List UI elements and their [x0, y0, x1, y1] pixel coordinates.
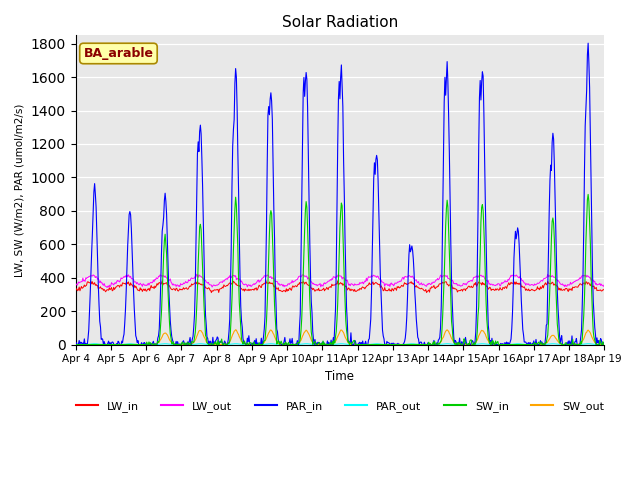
LW_out — [385, 283, 392, 288]
LW_out — [72, 282, 79, 288]
Title: Solar Radiation: Solar Radiation — [282, 15, 398, 30]
SW_out — [600, 342, 608, 348]
Y-axis label: LW, SW (W/m2), PAR (umol/m2/s): LW, SW (W/m2), PAR (umol/m2/s) — [15, 103, 25, 276]
PAR_out — [436, 342, 444, 348]
LW_in — [333, 281, 341, 287]
Line: PAR_out: PAR_out — [76, 344, 604, 345]
PAR_in — [600, 342, 608, 348]
LW_out — [212, 283, 220, 288]
Line: SW_in: SW_in — [76, 194, 604, 345]
SW_in — [383, 342, 391, 348]
LW_out — [554, 278, 561, 284]
PAR_out — [91, 341, 99, 347]
PAR_out — [211, 342, 219, 348]
SW_out — [188, 341, 195, 347]
LW_in — [262, 277, 269, 283]
LW_out — [188, 276, 196, 281]
PAR_out — [188, 342, 196, 348]
SW_in — [332, 334, 339, 340]
LW_out — [600, 282, 608, 288]
Line: LW_out: LW_out — [76, 274, 604, 288]
SW_in — [552, 284, 559, 289]
Legend: LW_in, LW_out, PAR_in, PAR_out, SW_in, SW_out: LW_in, LW_out, PAR_in, PAR_out, SW_in, S… — [71, 396, 609, 416]
X-axis label: Time: Time — [325, 370, 355, 383]
LW_in — [600, 286, 608, 292]
Line: LW_in: LW_in — [76, 280, 604, 293]
PAR_in — [435, 336, 443, 342]
LW_out — [333, 274, 341, 280]
PAR_out — [384, 342, 392, 348]
SW_out — [232, 327, 239, 333]
SW_in — [435, 341, 443, 347]
LW_in — [188, 281, 195, 287]
PAR_out — [553, 341, 561, 347]
SW_out — [72, 342, 79, 348]
SW_in — [211, 340, 218, 346]
Line: SW_out: SW_out — [76, 330, 604, 345]
LW_in — [207, 290, 215, 296]
PAR_in — [332, 306, 339, 312]
SW_in — [600, 342, 608, 348]
LW_in — [436, 281, 444, 287]
SW_out — [384, 342, 392, 348]
SW_out — [211, 341, 218, 347]
Line: PAR_in: PAR_in — [76, 43, 604, 345]
LW_in — [211, 287, 219, 293]
LW_in — [554, 283, 561, 289]
PAR_in — [188, 341, 195, 347]
SW_out — [436, 340, 444, 346]
LW_in — [385, 287, 392, 293]
SW_in — [72, 342, 79, 348]
SW_out — [553, 336, 561, 342]
LW_in — [72, 288, 79, 294]
PAR_in — [584, 40, 592, 46]
PAR_out — [600, 342, 608, 348]
LW_out — [103, 285, 111, 290]
PAR_in — [552, 230, 559, 236]
PAR_in — [211, 339, 218, 345]
SW_out — [332, 337, 340, 343]
PAR_in — [383, 338, 391, 344]
PAR_out — [72, 342, 79, 348]
LW_out — [436, 272, 444, 278]
PAR_out — [332, 341, 340, 347]
SW_in — [188, 339, 195, 345]
SW_in — [584, 192, 592, 197]
LW_out — [193, 271, 200, 277]
Text: BA_arable: BA_arable — [83, 47, 154, 60]
PAR_in — [72, 342, 79, 348]
